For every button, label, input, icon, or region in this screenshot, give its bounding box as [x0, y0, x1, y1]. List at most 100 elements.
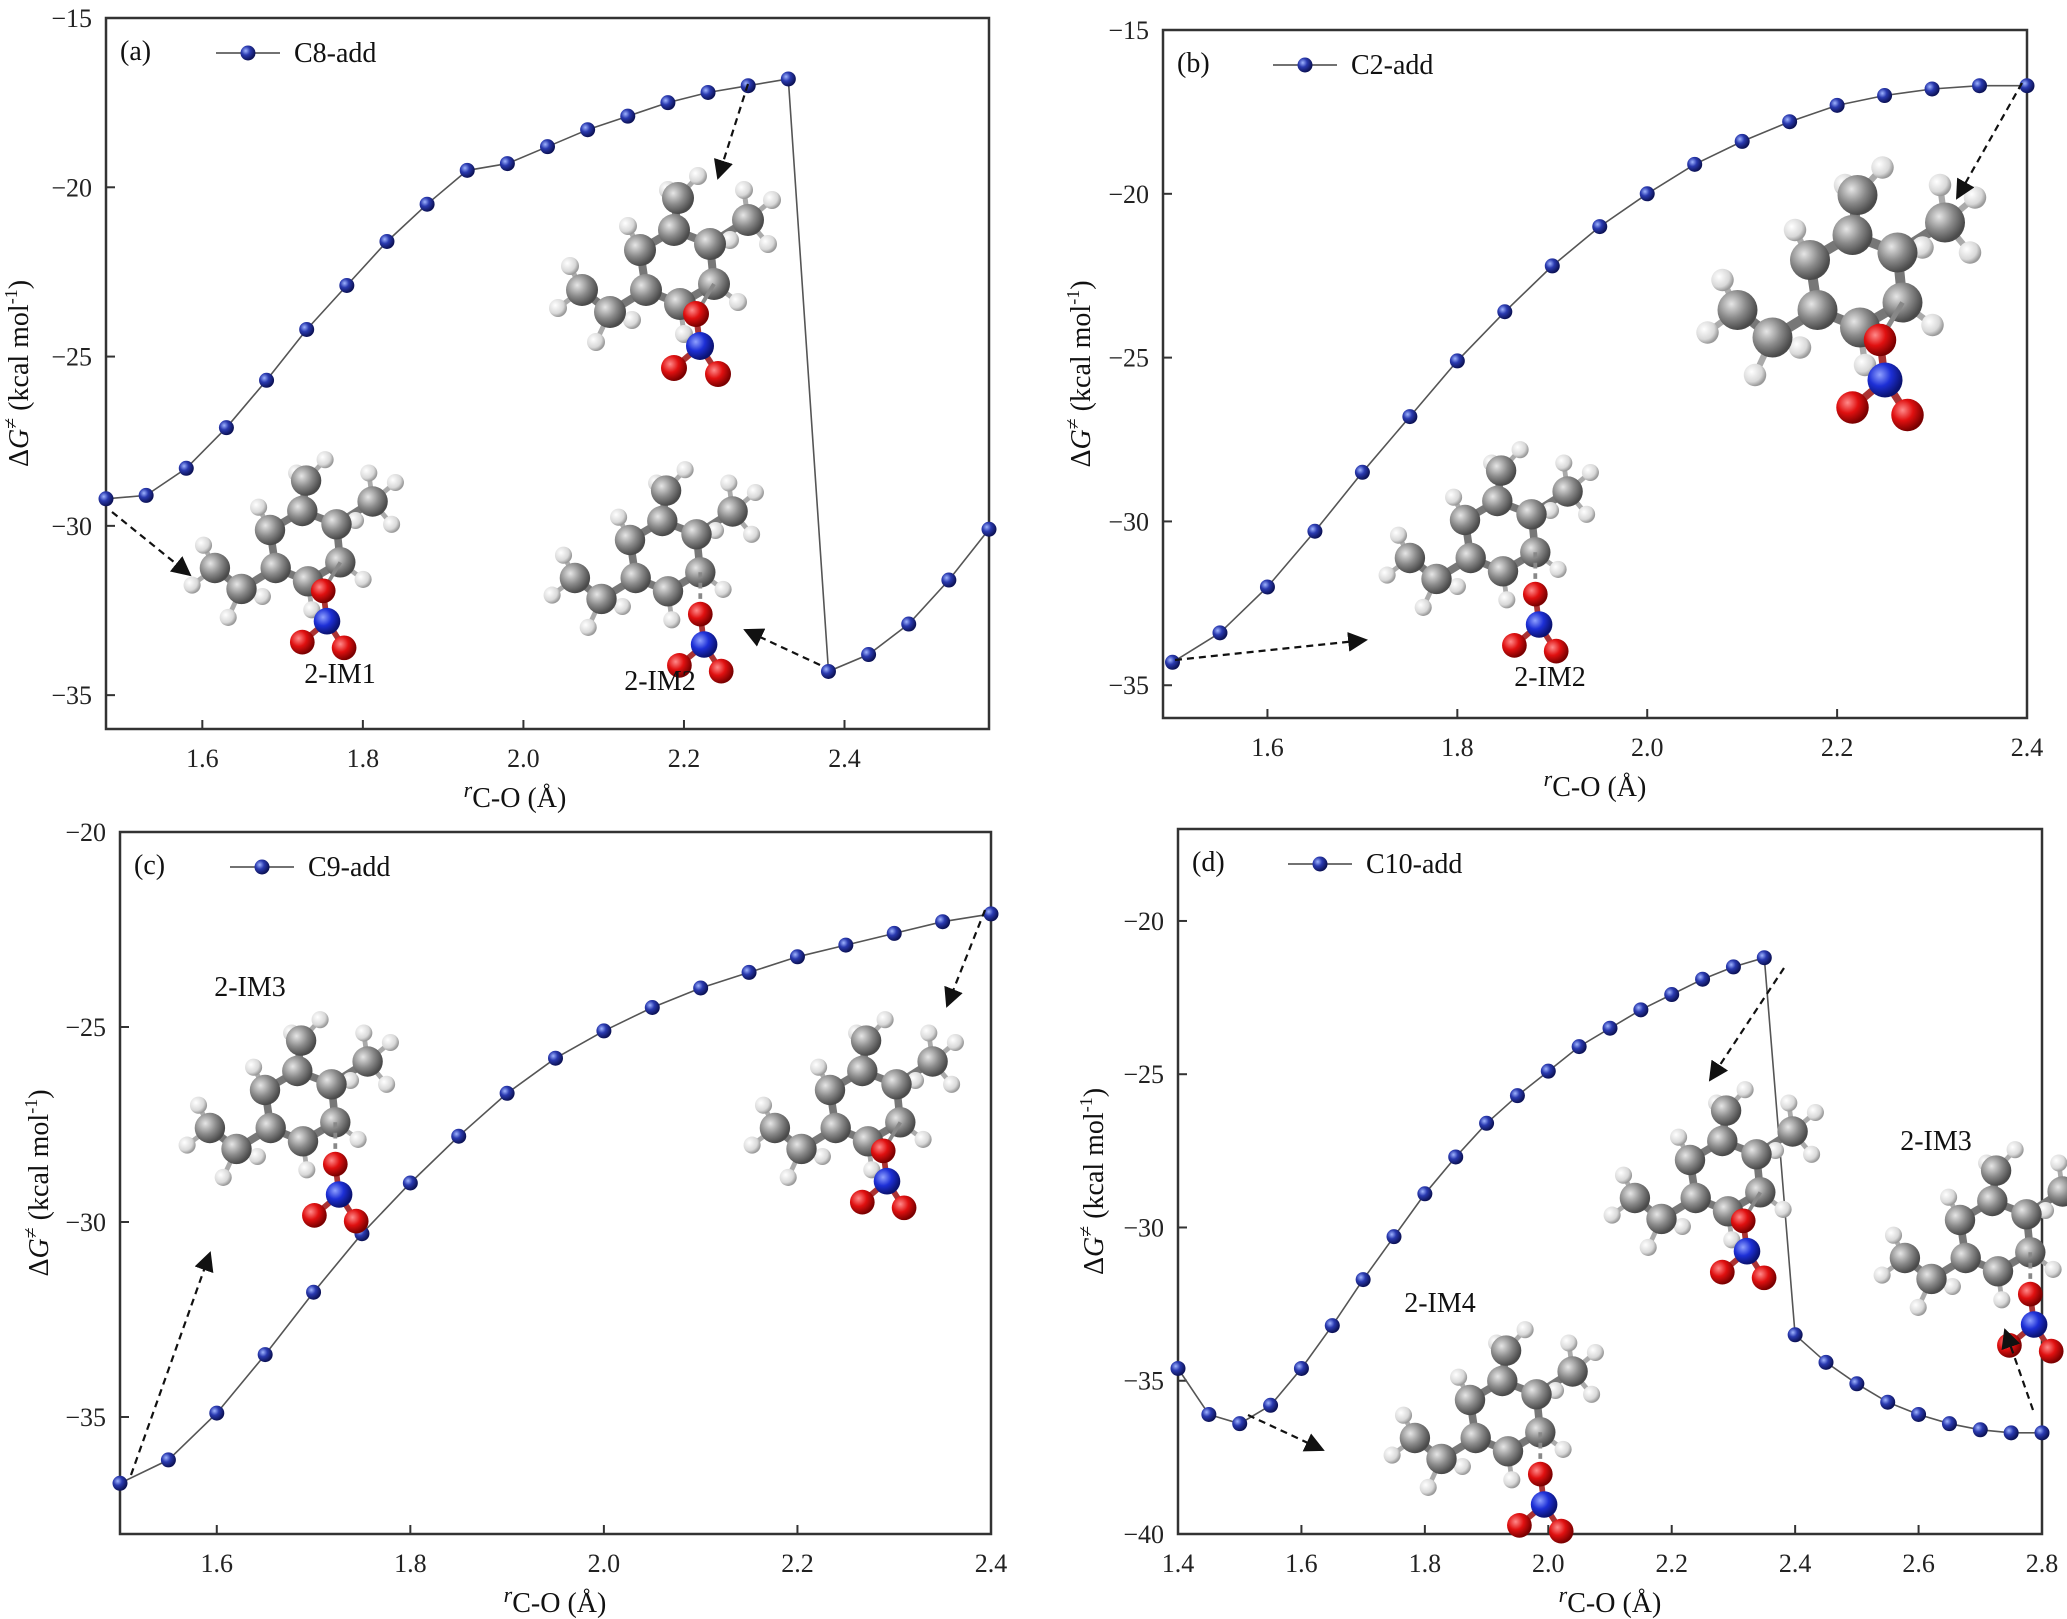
y-tick-label: −25: [65, 1013, 106, 1042]
y-tick-label: −30: [1123, 1213, 1164, 1242]
y-axis-title: ΔG≠ (kcal mol-1): [1075, 1088, 1110, 1275]
y-tick-label: −15: [1108, 16, 1149, 45]
data-point: [1787, 1327, 1803, 1343]
structure-label: 2-IM4: [1404, 1288, 1476, 1319]
panel-label: (c): [134, 850, 165, 881]
panel-c: 1.6 1.8 2.0 2.2 2.4 −20 −25 −30 −35 rC-O (Å) ΔG≠ (…: [20, 818, 1007, 1619]
data-point: [419, 196, 435, 212]
dashed-arrow: [2001, 1328, 2035, 1411]
data-point: [1664, 987, 1680, 1003]
y-tick-label: −25: [51, 343, 92, 372]
data-point: [1941, 1416, 1957, 1432]
data-point: [1639, 186, 1655, 202]
data-point: [789, 949, 805, 965]
x-tick-label: 1.6: [201, 1549, 234, 1578]
y-tick-label: −30: [65, 1208, 106, 1237]
data-point: [861, 647, 877, 663]
x-tick-label: 1.6: [186, 744, 219, 773]
data-point: [1479, 1115, 1495, 1131]
dashed-arrow: [1174, 632, 1368, 662]
x-tick-label: 1.8: [394, 1549, 427, 1578]
dashed-arrow: [129, 1251, 214, 1476]
data-point: [112, 1475, 128, 1491]
data-point: [257, 1347, 273, 1363]
data-point: [1263, 1397, 1279, 1413]
data-point: [1592, 219, 1608, 235]
dashed-arrow: [944, 909, 987, 1008]
data-point: [1448, 1149, 1464, 1165]
data-point: [1307, 523, 1323, 539]
data-point: [548, 1050, 563, 1066]
data-point: [160, 1452, 176, 1468]
x-tick-label: 2.0: [1631, 733, 1664, 762]
legend-marker: [1297, 57, 1313, 73]
legend-marker: [240, 45, 256, 61]
data-point: [1164, 654, 1180, 670]
data-point: [886, 925, 902, 941]
y-tick-label: −20: [65, 818, 106, 847]
x-tick-label: 2.8: [2026, 1549, 2059, 1578]
y-tick-label: −30: [1108, 507, 1149, 536]
data-point: [838, 937, 854, 953]
molecule-picture: [1383, 1321, 1604, 1544]
y-tick-label: −25: [1108, 344, 1149, 373]
data-point: [901, 616, 917, 632]
molecule-picture: [549, 167, 781, 387]
data-point: [1687, 156, 1703, 172]
x-axis-title: rC-O (Å): [464, 777, 567, 814]
structure-label: 2-IM1: [304, 659, 376, 690]
data-point: [935, 914, 951, 930]
data-point: [580, 122, 596, 138]
data-point: [660, 95, 676, 111]
panel-a: 1.6 1.8 2.0 2.2 2.4 −15 −20 −25 −30 −35 rC-O (Å) ΔG…: [0, 4, 997, 814]
data-point: [402, 1175, 418, 1191]
data-point: [499, 1085, 515, 1101]
y-tick-label: −35: [51, 681, 92, 710]
y-axis-title: ΔG≠ (kcal mol-1): [1062, 280, 1097, 467]
data-point: [1911, 1406, 1927, 1422]
data-point: [499, 156, 515, 172]
data-point: [138, 487, 154, 503]
data-point: [218, 420, 234, 436]
y-axis-title: ΔG≠ (kcal mol-1): [20, 1089, 55, 1276]
data-point: [780, 71, 796, 87]
y-tick-label: −35: [65, 1403, 106, 1432]
y-axis-title: ΔG≠ (kcal mol-1): [0, 280, 35, 467]
legend-label: C8-add: [294, 38, 376, 69]
data-point: [1571, 1039, 1587, 1055]
structure-label: 2-IM3: [214, 972, 286, 1003]
data-point: [98, 491, 114, 507]
y-tick-label: −20: [1108, 180, 1149, 209]
data-point: [941, 572, 957, 588]
y-tick-label: −35: [1123, 1367, 1164, 1396]
x-axis-title: rC-O (Å): [1544, 766, 1647, 803]
x-tick-label: 2.4: [975, 1549, 1008, 1578]
molecule-picture: [743, 1011, 964, 1221]
data-point: [741, 964, 757, 980]
panel-d: 1.4 1.6 1.8 2.0 2.2 2.4 2.6 2.8 −20 −25 −30 −35 −40 r…: [1075, 827, 2059, 1619]
y-tick-label: −25: [1123, 1060, 1164, 1089]
data-point: [1880, 1394, 1896, 1410]
structure-label: 2-IM2: [1514, 662, 1586, 693]
data-point: [1924, 81, 1940, 97]
data-point: [1972, 1422, 1988, 1438]
data-point: [644, 1000, 660, 1015]
legend-marker: [254, 859, 270, 875]
dashed-arrow: [1956, 82, 2023, 200]
data-point: [1259, 579, 1275, 595]
x-tick-label: 2.0: [588, 1549, 621, 1578]
data-point: [1355, 1272, 1371, 1288]
y-tick-label: −20: [1123, 907, 1164, 936]
plot-frame: [1176, 827, 2044, 1536]
data-point: [596, 1023, 612, 1039]
data-point: [259, 372, 275, 388]
legend-label: C10-add: [1366, 849, 1462, 880]
y-tick-label: −35: [1108, 671, 1149, 700]
data-point: [306, 1284, 322, 1300]
molecule-picture: [1696, 156, 1987, 432]
data-point: [1602, 1020, 1618, 1036]
x-tick-label: 1.4: [1162, 1549, 1195, 1578]
data-point: [1734, 133, 1750, 149]
molecule-picture: [1603, 1081, 1824, 1291]
panel-label: (a): [120, 36, 151, 67]
